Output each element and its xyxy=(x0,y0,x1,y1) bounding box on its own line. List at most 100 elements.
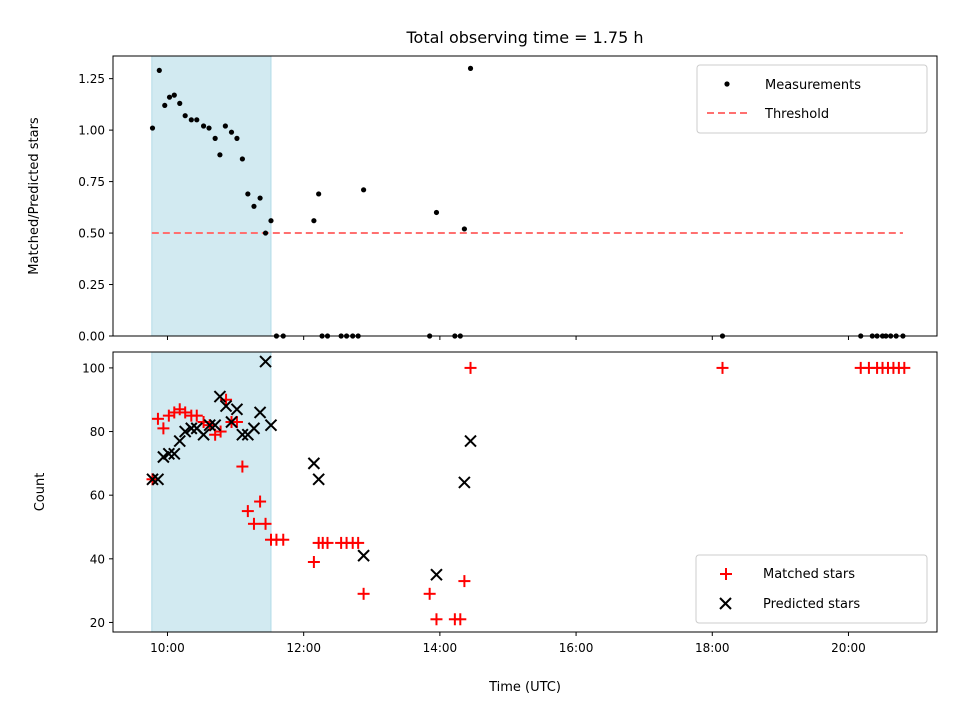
x-b xyxy=(464,434,477,448)
measurement-point xyxy=(194,117,200,123)
x-b xyxy=(230,403,244,416)
measurement-point xyxy=(206,125,212,131)
measurement-point xyxy=(222,123,228,129)
predicted-star-point xyxy=(178,425,192,438)
x-b xyxy=(307,457,321,470)
x-b xyxy=(259,355,272,368)
matched-star-point xyxy=(254,495,267,508)
top-ytick-label: 1.25 xyxy=(78,72,105,86)
x-b xyxy=(213,390,227,403)
top-ytick-label: 1.00 xyxy=(78,124,105,138)
bottom-xtick-label: 16:00 xyxy=(559,641,594,655)
x-b xyxy=(253,406,267,419)
matched-star-point xyxy=(321,536,334,549)
measurement-point xyxy=(311,218,317,224)
top-legend-box xyxy=(696,64,928,134)
predicted-star-point xyxy=(253,406,267,419)
measurement-point xyxy=(251,203,257,209)
bottom-ytick-label: 40 xyxy=(90,552,105,566)
bottom-xtick-label: 14:00 xyxy=(423,641,458,655)
measurement-point xyxy=(177,100,183,106)
x-b xyxy=(173,434,186,448)
measurement-point xyxy=(262,230,269,236)
matched-star-point xyxy=(458,575,471,588)
predicted-star-point xyxy=(312,473,325,486)
measurement-point xyxy=(149,125,156,131)
predicted-star-point xyxy=(247,422,261,435)
x-b xyxy=(190,422,203,435)
top-ytick-label: 0.25 xyxy=(78,278,105,292)
measurement-point xyxy=(182,113,188,119)
legend-measurement-marker xyxy=(724,81,730,87)
predicted-star-point xyxy=(464,434,477,448)
matched-star-point xyxy=(423,587,436,600)
matched-star-point xyxy=(277,533,290,546)
matched-star-point xyxy=(430,613,443,626)
matched-star-point xyxy=(236,460,249,473)
bottom-ytick-label: 60 xyxy=(90,489,105,503)
measurement-point xyxy=(166,94,173,100)
x-b xyxy=(185,422,198,435)
matched-star-point xyxy=(307,556,320,568)
x-b xyxy=(357,549,370,562)
bottom-panel: 20 40 60 80 100 10:00 12:00 14:00 16:00 18:00 20:0… xyxy=(82,351,938,655)
x-b xyxy=(151,473,165,486)
x-b xyxy=(236,428,249,441)
measurement-point xyxy=(171,92,177,98)
chart-title: Total observing time = 1.75 h xyxy=(405,28,643,47)
matched-star-point xyxy=(151,412,164,425)
x-b xyxy=(458,476,471,489)
bottom-ytick-label: 20 xyxy=(90,616,105,630)
x-b xyxy=(197,428,210,441)
bottom-xtick-label: 20:00 xyxy=(831,641,866,655)
predicted-star-point xyxy=(264,418,278,432)
x-b xyxy=(162,447,176,461)
bottom-ytick-label: 100 xyxy=(82,361,105,375)
measurement-point xyxy=(433,209,440,216)
x-b xyxy=(203,418,216,432)
legend-measurements-label: Measurements xyxy=(765,78,861,93)
bottom-ytick-label: 80 xyxy=(90,425,105,439)
predicted-star-point xyxy=(225,415,238,429)
matched-star-point xyxy=(352,536,365,549)
x-b xyxy=(430,568,443,581)
predicted-star-point xyxy=(185,422,198,435)
top-ytick-label: 0.00 xyxy=(78,330,105,344)
matched-star-point xyxy=(259,517,272,530)
x-b xyxy=(178,425,192,438)
predicted-star-point xyxy=(357,549,370,562)
matched-star-point xyxy=(241,505,254,518)
x-b xyxy=(208,418,222,432)
predicted-star-point xyxy=(173,434,186,448)
measurement-point xyxy=(361,187,367,193)
legend-x-marker xyxy=(719,597,732,610)
measurement-point xyxy=(228,129,235,135)
bottom-xtick-label: 18:00 xyxy=(695,641,730,655)
top-ytick-label: 0.50 xyxy=(78,227,105,241)
predicted-star-point xyxy=(307,457,321,470)
predicted-star-point xyxy=(162,447,176,461)
bottom-xtick-label: 12:00 xyxy=(286,641,321,655)
measurement-point xyxy=(188,117,194,123)
measurement-point xyxy=(162,102,168,109)
predicted-star-point xyxy=(213,390,227,403)
x-b xyxy=(168,447,181,461)
matched-star-point xyxy=(898,361,911,374)
x-b xyxy=(312,473,325,486)
matched-star-point xyxy=(464,361,477,374)
x-b xyxy=(225,415,238,429)
matched-star-point xyxy=(157,422,170,435)
measurement-point xyxy=(156,67,162,74)
bottom-legend-box xyxy=(695,554,928,624)
measurement-point xyxy=(257,195,263,201)
matched-star-point xyxy=(716,361,729,374)
bottom-ylabel: Count xyxy=(33,473,48,512)
predicted-star-point xyxy=(197,428,210,441)
top-legend: Measurements Threshold xyxy=(696,64,928,134)
predicted-star-point xyxy=(208,418,222,432)
x-b xyxy=(146,473,159,486)
measurement-point xyxy=(467,65,474,71)
measurement-point xyxy=(200,123,207,129)
x-b xyxy=(247,422,261,435)
top-axes-frame xyxy=(112,55,938,337)
